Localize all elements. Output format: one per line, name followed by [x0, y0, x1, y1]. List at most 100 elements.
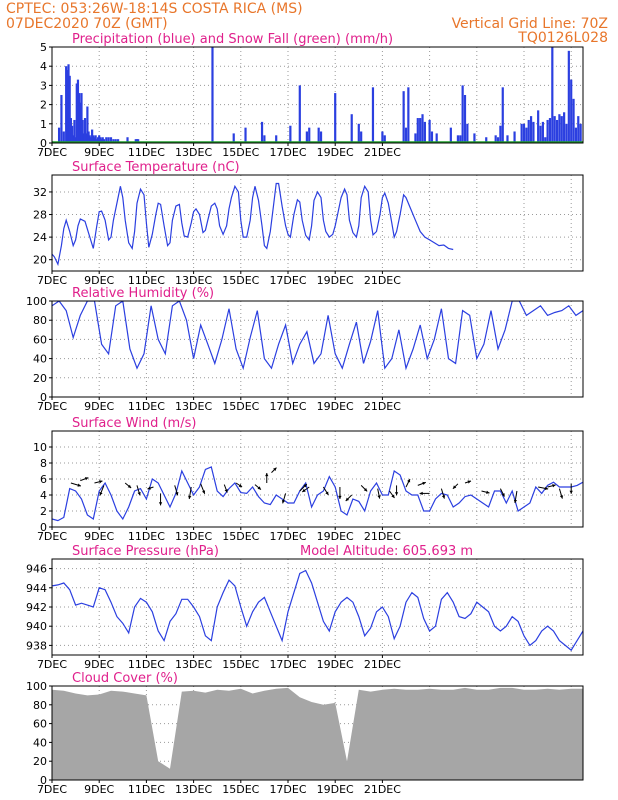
- wind-arrow-head: [257, 486, 261, 490]
- wind-arrow-head: [137, 492, 141, 496]
- precip-bar: [102, 139, 106, 143]
- precip-bar: [114, 139, 117, 143]
- precip-bar: [414, 133, 417, 143]
- y-tick-label: 20: [33, 254, 47, 267]
- y-tick-label: 24: [33, 231, 47, 244]
- header-run-date: 07DEC2020 70Z (GMT): [6, 16, 168, 32]
- precip-bar: [78, 93, 81, 143]
- precip-bar: [423, 121, 426, 143]
- precip-bar: [308, 127, 311, 143]
- panel-title: Surface Pressure (hPa): [72, 544, 219, 559]
- precip-bar: [539, 125, 542, 143]
- wind-arrow-head: [303, 484, 307, 488]
- x-tick-label: 13DEC: [175, 274, 212, 287]
- wind-arrow-head: [188, 495, 192, 499]
- wind-arrow-head: [419, 491, 423, 496]
- y-tick-label: 938: [26, 639, 47, 652]
- y-tick-label: 40: [33, 353, 47, 366]
- precip-bar: [404, 127, 408, 143]
- precip-bar: [65, 66, 68, 143]
- precip-bar: [87, 131, 90, 143]
- precip-bar: [93, 137, 96, 143]
- panel-6: Cloud Cover (%) 0 20 40 60 80 100 7DEC 9DEC 11DEC…: [26, 671, 584, 796]
- precip-bar: [211, 47, 214, 143]
- precip-bar: [546, 119, 549, 143]
- precip-bar: [579, 123, 582, 143]
- precip-bar: [94, 135, 97, 143]
- precip-bar: [419, 118, 422, 143]
- cloud-cover-area: [52, 687, 583, 780]
- x-tick-label: 11DEC: [128, 400, 165, 413]
- x-tick-label: 9DEC: [84, 658, 114, 671]
- x-tick-label: 7DEC: [37, 658, 67, 671]
- series-line: [52, 569, 583, 652]
- x-tick-label: 15DEC: [222, 274, 259, 287]
- precip-bar: [289, 125, 292, 143]
- panel-title: Surface Temperature (nC): [72, 160, 240, 175]
- header-location: CPTEC: 053:26W-18:14S COSTA RICA (MS): [6, 1, 303, 17]
- precip-bar: [357, 123, 360, 143]
- x-tick-label: 11DEC: [128, 530, 165, 543]
- precip-bar: [485, 137, 488, 143]
- precip-bar: [80, 93, 83, 143]
- precip-bar: [563, 112, 566, 143]
- precip-bar: [83, 118, 87, 143]
- wind-arrow-head: [363, 488, 368, 492]
- precip-bar: [69, 118, 72, 143]
- precip-bar: [79, 102, 82, 143]
- y-tick-label: 0: [40, 521, 47, 534]
- y-tick-label: 20: [33, 755, 47, 768]
- wind-arrow-head: [175, 492, 179, 496]
- precip-bar: [407, 87, 410, 143]
- precip-bar: [428, 119, 431, 143]
- precip-bar: [537, 110, 540, 143]
- precip-bar: [101, 137, 104, 143]
- x-tick-label: 7DEC: [37, 146, 67, 159]
- precip-bar: [70, 125, 74, 143]
- precip-bar: [232, 133, 235, 143]
- precip-bar: [548, 118, 552, 143]
- x-tick-label: 19DEC: [317, 783, 354, 796]
- y-tick-label: 28: [33, 209, 47, 222]
- x-tick-label: 13DEC: [175, 783, 212, 796]
- header-grid-note: Vertical Grid Line: 70Z: [452, 16, 608, 32]
- x-tick-label: 15DEC: [222, 530, 259, 543]
- precip-bar: [572, 98, 575, 143]
- x-tick-label: 21DEC: [364, 783, 401, 796]
- precip-bar: [527, 119, 530, 143]
- precip-bar: [430, 131, 434, 143]
- y-tick-label: 5: [40, 41, 47, 54]
- y-tick-label: 940: [26, 620, 47, 633]
- precip-bar: [98, 135, 101, 143]
- precip-bar: [96, 137, 100, 143]
- precip-bar: [570, 79, 573, 143]
- precip-bar: [449, 127, 452, 143]
- y-tick-label: 100: [26, 680, 47, 693]
- x-tick-label: 11DEC: [128, 274, 165, 287]
- precip-bar: [459, 135, 462, 143]
- precip-bar: [416, 118, 419, 143]
- wind-arrow-head: [377, 495, 381, 499]
- y-tick-label: 60: [33, 718, 47, 731]
- wind-arrow-head: [265, 473, 269, 477]
- wind-arrow-head: [452, 485, 457, 489]
- precip-bar: [82, 133, 85, 143]
- precip-bar: [260, 121, 264, 143]
- y-tick-label: 100: [26, 295, 47, 308]
- precip-bar: [72, 135, 75, 143]
- x-tick-label: 9DEC: [84, 783, 114, 796]
- panel-title: Surface Wind (m/s): [72, 416, 196, 431]
- x-tick-label: 17DEC: [269, 400, 306, 413]
- precip-bar: [89, 137, 93, 143]
- y-tick-label: 8: [40, 457, 47, 470]
- precip-bar: [95, 139, 98, 143]
- panel-title: Relative Humidity (%): [72, 286, 214, 301]
- x-tick-label: 19DEC: [317, 146, 354, 159]
- wind-arrow-head: [281, 500, 286, 504]
- wind-arrow-head: [559, 495, 564, 499]
- wind-arrow-head: [273, 467, 277, 471]
- precip-bar: [105, 137, 108, 143]
- y-tick-label: 80: [33, 699, 47, 712]
- precip-bar: [134, 139, 137, 143]
